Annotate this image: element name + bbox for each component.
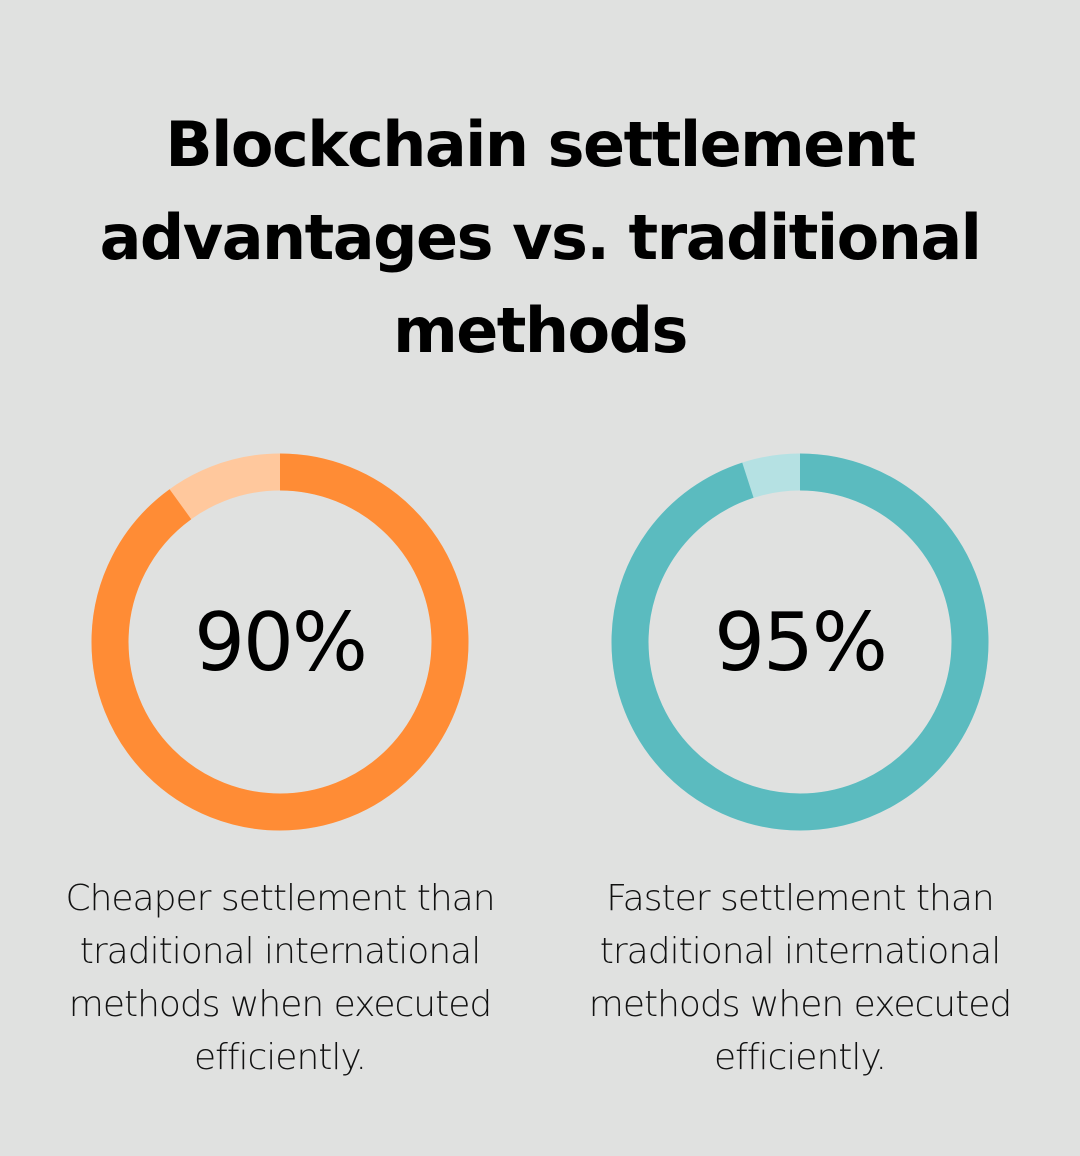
- description-line: Cheaper settlement than: [65, 878, 495, 919]
- description-line: efficiently.: [194, 1037, 367, 1078]
- page-title: Blockchain settlement advantages vs. tra…: [0, 98, 1080, 377]
- donut-ring: [91, 453, 469, 831]
- description-line: traditional international: [599, 931, 1001, 972]
- stat-card-faster: 95% Faster settlement than traditional i…: [540, 453, 1060, 1084]
- title-line-1: Blockchain settlement: [165, 108, 916, 181]
- stat-description: Cheaper settlement than traditional inte…: [20, 872, 540, 1084]
- description-line: efficiently.: [714, 1037, 887, 1078]
- description-line: methods when executed: [68, 984, 492, 1025]
- stat-value: 95%: [714, 595, 888, 689]
- description-line: Faster settlement than: [606, 878, 994, 919]
- donut-chart-cheaper: 90%: [91, 453, 469, 831]
- description-line: methods when executed: [588, 984, 1012, 1025]
- stat-value: 90%: [194, 595, 368, 689]
- title-line-3: methods: [393, 294, 688, 367]
- stat-description: Faster settlement than traditional inter…: [540, 872, 1060, 1084]
- donut-chart-faster: 95%: [611, 453, 989, 831]
- title-line-2: advantages vs. traditional: [99, 201, 982, 274]
- donut-ring: [611, 453, 989, 831]
- stat-card-cheaper: 90% Cheaper settlement than traditional …: [20, 453, 540, 1084]
- description-line: traditional international: [79, 931, 481, 972]
